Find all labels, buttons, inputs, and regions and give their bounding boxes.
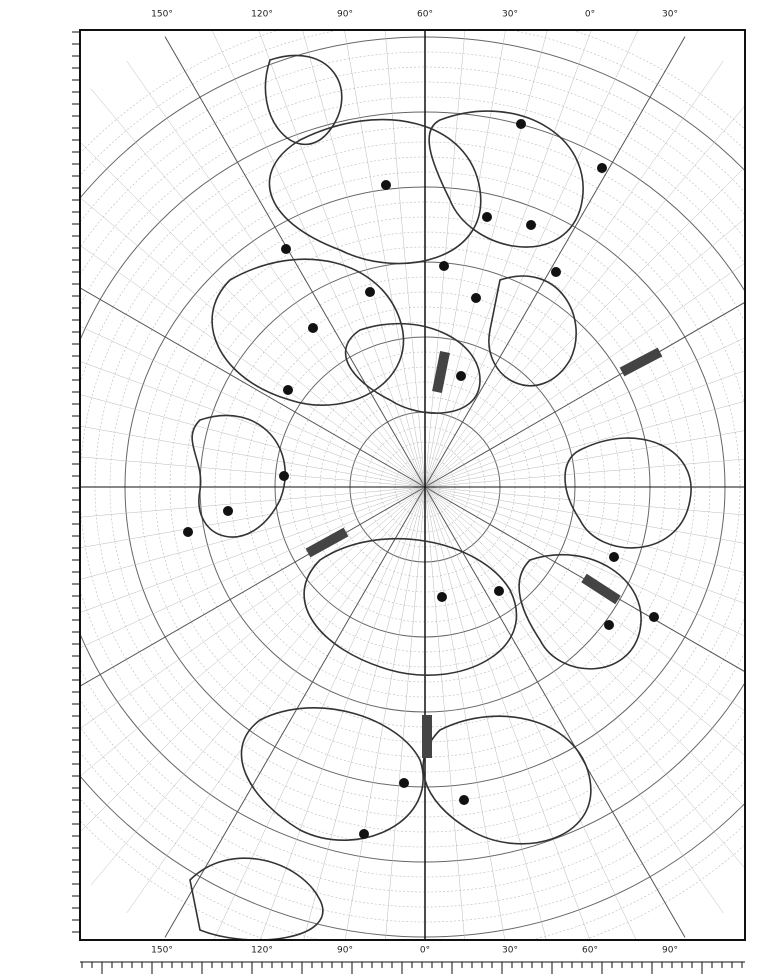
bottom-label: 120°	[251, 946, 273, 956]
station	[437, 592, 447, 602]
station	[482, 212, 492, 222]
bottom-label: 90°	[337, 946, 353, 956]
station	[223, 506, 233, 516]
top-label: 0°	[585, 10, 595, 20]
bottom-label: 30°	[502, 946, 518, 956]
top-label: 30°	[502, 10, 518, 20]
station	[604, 620, 614, 630]
station	[381, 180, 391, 190]
station	[308, 323, 318, 333]
station	[551, 267, 561, 277]
station	[597, 163, 607, 173]
bottom-label: 90°	[662, 946, 678, 956]
polar-map: 150° 120° 90° 60° 30° 0° 30° 150° 120° 90° 0° 30° 60…	[0, 0, 767, 978]
station	[359, 829, 369, 839]
station	[281, 244, 291, 254]
station	[456, 371, 466, 381]
station	[609, 552, 619, 562]
bottom-label: 0°	[420, 946, 430, 956]
top-label: 30°	[662, 10, 678, 20]
station	[526, 220, 536, 230]
top-label: 90°	[337, 10, 353, 20]
top-label: 60°	[417, 10, 433, 20]
station	[471, 293, 481, 303]
station	[279, 471, 289, 481]
bottom-label: 150°	[151, 946, 173, 956]
station	[283, 385, 293, 395]
station	[649, 612, 659, 622]
station	[439, 261, 449, 271]
top-label: 150°	[151, 10, 173, 20]
bottom-label: 60°	[582, 946, 598, 956]
station	[494, 586, 504, 596]
station	[399, 778, 409, 788]
station	[459, 795, 469, 805]
station	[516, 119, 526, 129]
station	[183, 527, 193, 537]
top-label: 120°	[251, 10, 273, 20]
station	[365, 287, 375, 297]
